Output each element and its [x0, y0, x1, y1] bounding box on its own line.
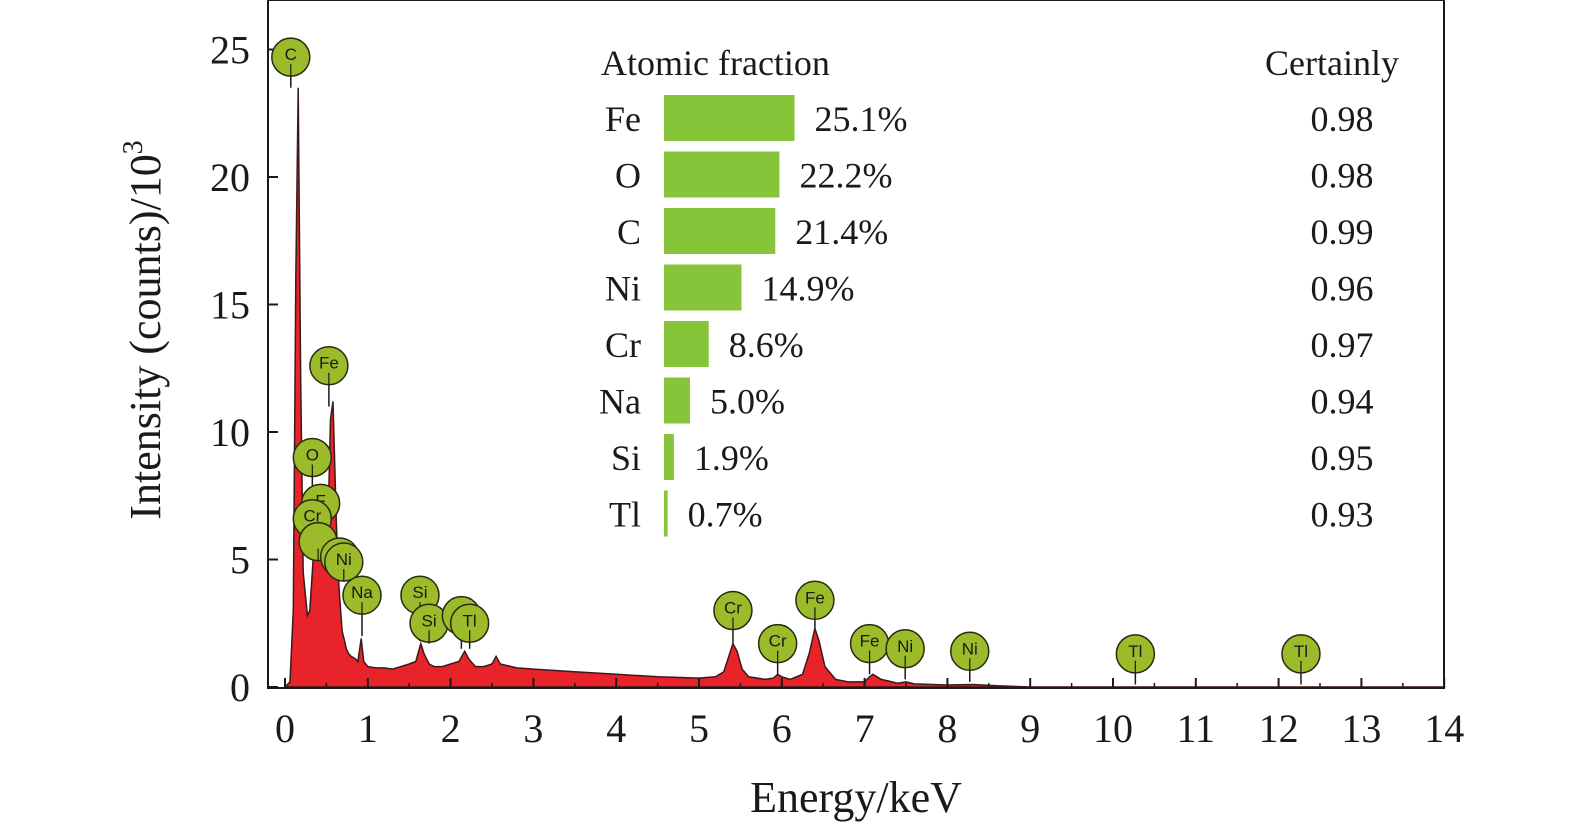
y-tick-label: 0 — [230, 665, 250, 710]
inset-element-label: O — [615, 156, 641, 196]
inset-fraction-label: 0.7% — [688, 495, 763, 535]
y-axis-label: Intensity (counts)/103 — [118, 140, 170, 519]
inset-fraction-bar — [664, 377, 690, 424]
inset-element-label: Na — [599, 382, 641, 422]
peak-label-text: Ni — [336, 550, 352, 569]
x-tick-label: 10 — [1093, 706, 1133, 751]
peak-labels: CFeOFCrNNiNaSiSiTlCrCrFeFeNiNiTlTl — [271, 37, 1321, 685]
peak-label-text: Fe — [860, 632, 880, 651]
inset-element-label: Cr — [605, 325, 641, 365]
inset-element-label: Ni — [605, 269, 641, 309]
x-tick-label: 3 — [523, 706, 543, 751]
inset-element-label: Si — [611, 438, 641, 478]
peak-label-text: Si — [422, 611, 437, 630]
inset-fraction-label: 22.2% — [799, 156, 892, 196]
peak-label-text: Ni — [962, 639, 978, 658]
y-tick-label: 25 — [210, 28, 250, 73]
inset-fraction-label: 1.9% — [694, 438, 769, 478]
inset-certainty-value: 0.98 — [1311, 156, 1374, 196]
atomic-fraction-inset: Atomic fraction Certainly Fe 25.1% 0.98 O 22… — [599, 43, 1399, 537]
peak-label-text: Tl — [1294, 642, 1308, 661]
x-axis-label: Energy/keV — [750, 773, 962, 822]
peak-label-text: Si — [412, 583, 427, 602]
peak-label-text: Fe — [805, 588, 825, 607]
x-tick-label: 1 — [358, 706, 378, 751]
inset-certainty-value: 0.94 — [1311, 382, 1374, 422]
inset-fraction-bar — [664, 151, 780, 198]
inset-certainty-value: 0.98 — [1311, 99, 1374, 139]
x-tick-label: 9 — [1020, 706, 1040, 751]
inset-element-label: Fe — [605, 99, 641, 139]
inset-fraction-label: 21.4% — [795, 212, 888, 252]
inset-fraction-bar — [664, 95, 795, 141]
peak-label-text: Cr — [724, 599, 742, 618]
peak-label-text: O — [306, 446, 319, 465]
inset-element-label: C — [617, 212, 641, 252]
peak-label-text: Cr — [303, 507, 321, 526]
plot-frame — [267, 0, 1445, 689]
x-tick-label: 0 — [275, 706, 295, 751]
x-tick-label: 7 — [855, 706, 875, 751]
peak-label-text: Na — [351, 583, 373, 602]
x-tick-label: 14 — [1424, 706, 1464, 751]
inset-certainty-value: 0.97 — [1311, 325, 1374, 365]
inset-certainty-value: 0.93 — [1311, 495, 1374, 535]
inset-fraction-bar — [664, 434, 674, 480]
inset-fraction-label: 8.6% — [729, 325, 804, 365]
inset-fraction-bar — [664, 321, 709, 367]
x-tick-label: 8 — [937, 706, 957, 751]
x-tick-label: 13 — [1341, 706, 1381, 751]
inset-fraction-label: 25.1% — [815, 99, 908, 139]
peak-label-text: Tl — [463, 611, 477, 630]
peak-label-text: Fe — [319, 354, 339, 373]
certainty-header: Certainly — [1265, 43, 1399, 83]
inset-certainty-value: 0.95 — [1311, 438, 1374, 478]
inset-fraction-label: 5.0% — [710, 382, 785, 422]
inset-certainty-value: 0.96 — [1311, 269, 1374, 309]
x-tick-label: 11 — [1177, 706, 1216, 751]
inset-fraction-bar — [664, 264, 742, 311]
peak-label-text: Ni — [897, 637, 913, 656]
y-tick-label: 20 — [210, 155, 250, 200]
inset-fraction-bar — [664, 208, 776, 254]
y-tick-label: 15 — [210, 283, 250, 328]
x-tick-label: 4 — [606, 706, 626, 751]
y-axis-label-main: Intensity (counts)/10 — [121, 154, 170, 519]
x-tick-label: 6 — [772, 706, 792, 751]
y-axis-label-superscript: 3 — [118, 140, 149, 154]
x-tick-label: 2 — [441, 706, 461, 751]
y-tick-label: 5 — [230, 538, 250, 583]
x-tick-label: 5 — [689, 706, 709, 751]
peak-label-text: Tl — [1128, 642, 1142, 661]
inset-fraction-bar — [664, 490, 668, 537]
inset-fraction-label: 14.9% — [761, 269, 854, 309]
inset-title: Atomic fraction — [601, 43, 830, 83]
inset-certainty-value: 0.99 — [1311, 212, 1374, 252]
x-tick-label: 12 — [1259, 706, 1299, 751]
inset-element-label: Tl — [609, 495, 641, 535]
peak-label-text: Cr — [769, 632, 787, 651]
y-tick-label: 10 — [210, 410, 250, 455]
peak-label-text: C — [285, 45, 297, 64]
